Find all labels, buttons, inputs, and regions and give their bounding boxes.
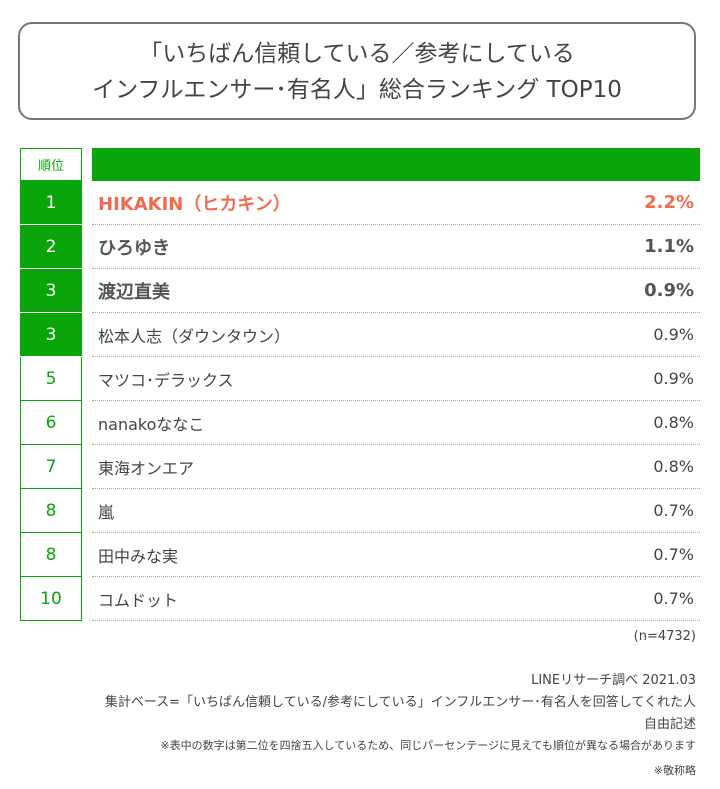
row: 田中みな実 0.7% bbox=[92, 533, 700, 577]
name: 松本人志（ダウンタウン） bbox=[98, 326, 291, 346]
value: 0.8% bbox=[653, 457, 694, 476]
note: LINEリサーチ調べ 2021.03 bbox=[531, 673, 696, 688]
name: nanakoななこ bbox=[98, 414, 205, 434]
row: ひろゆき 1.1% bbox=[92, 225, 700, 269]
rank-cell: 8 bbox=[20, 489, 82, 533]
row: マツコ･デラックス 0.9% bbox=[92, 357, 700, 401]
value: 0.7% bbox=[653, 589, 694, 608]
rank-cell: 7 bbox=[20, 445, 82, 489]
row: 東海オンエア 0.8% bbox=[92, 445, 700, 489]
row: 嵐 0.7% bbox=[92, 489, 700, 533]
note: ※表中の数字は第二位を四捨五入しているため、同じパーセンテージに見えても順位が異… bbox=[160, 739, 696, 752]
rank-cell: 8 bbox=[20, 533, 82, 577]
row: HIKAKIN（ヒカキン） 2.2% bbox=[92, 181, 700, 225]
title-box: 「いちばん信頼している／参考にしている インフルエンサー･有名人」総合ランキング… bbox=[18, 22, 696, 120]
note: (n=4732) bbox=[633, 629, 696, 644]
title-line: 「いちばん信頼している／参考にしている bbox=[139, 41, 575, 67]
name: HIKAKIN（ヒカキン） bbox=[98, 193, 291, 215]
row: 渡辺直美 0.9% bbox=[92, 269, 700, 313]
rank-header: 順位 bbox=[20, 148, 82, 181]
row: 松本人志（ダウンタウン） 0.9% bbox=[92, 313, 700, 357]
name: 渡辺直美 bbox=[98, 281, 170, 303]
note: ※敬称略 bbox=[653, 764, 696, 777]
note: 自由記述 bbox=[643, 717, 696, 732]
title-line: インフルエンサー･有名人」総合ランキング TOP10 bbox=[92, 77, 622, 103]
note: 集計ベース=「いちばん信頼している/参考にしている」インフルエンサー･有名人を回… bbox=[104, 695, 696, 710]
rank-cell: 5 bbox=[20, 357, 82, 401]
rank-cell: 10 bbox=[20, 577, 82, 621]
value: 2.2% bbox=[644, 192, 694, 213]
value: 0.9% bbox=[653, 369, 694, 388]
value: 0.9% bbox=[644, 280, 694, 301]
rank-cell: 6 bbox=[20, 401, 82, 445]
value: 0.8% bbox=[653, 413, 694, 432]
name: 東海オンエア bbox=[98, 458, 195, 478]
name: ひろゆき bbox=[98, 237, 170, 259]
row: コムドット 0.7% bbox=[92, 577, 700, 621]
name: 田中みな実 bbox=[98, 546, 179, 566]
rank-cell: 3 bbox=[20, 269, 82, 313]
value: 0.9% bbox=[653, 325, 694, 344]
value: 0.7% bbox=[653, 501, 694, 520]
value: 0.7% bbox=[653, 545, 694, 564]
row: nanakoななこ 0.8% bbox=[92, 401, 700, 445]
name: 嵐 bbox=[98, 502, 115, 522]
rank-cell: 3 bbox=[20, 313, 82, 357]
rank-cell: 1 bbox=[20, 181, 82, 225]
name: マツコ･デラックス bbox=[98, 370, 234, 390]
header-bar bbox=[92, 148, 700, 181]
rank-cell: 2 bbox=[20, 225, 82, 269]
value: 1.1% bbox=[644, 236, 694, 257]
name: コムドット bbox=[98, 590, 179, 610]
